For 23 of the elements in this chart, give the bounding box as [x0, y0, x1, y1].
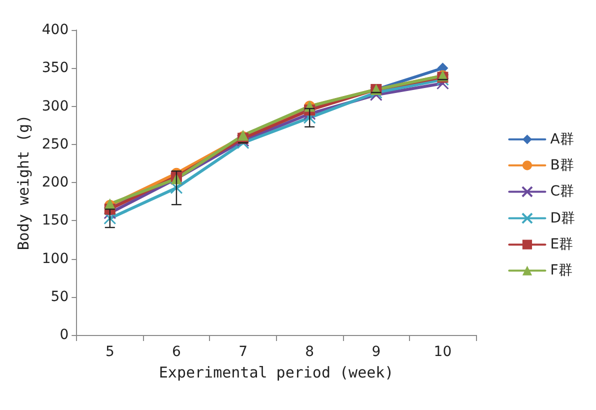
x-tick-label: 9 — [372, 344, 381, 360]
legend-label: B群 — [550, 157, 574, 174]
y-axis-title: Body weight (g) — [14, 114, 32, 250]
legend-label: E群 — [550, 236, 574, 253]
legend-label: F群 — [550, 262, 572, 279]
y-tick-label: 0 — [60, 327, 69, 343]
x-tick-label: 8 — [305, 344, 314, 360]
x-tick-label: 5 — [105, 344, 114, 360]
x-tick-label: 7 — [238, 344, 248, 360]
y-tick-label: 250 — [42, 136, 69, 152]
y-tick-label: 200 — [42, 174, 69, 190]
x-axis-title: Experimental period (week) — [158, 364, 394, 382]
x-tick-label: 6 — [172, 344, 182, 360]
legend-label: D群 — [550, 210, 575, 226]
y-tick-label: 50 — [50, 288, 69, 305]
legend-label: A群 — [550, 131, 574, 148]
y-tick-label: 300 — [42, 98, 69, 114]
y-tick-label: 150 — [42, 212, 69, 229]
y-tick-label: 400 — [42, 22, 69, 38]
y-tick-label: 350 — [42, 60, 69, 76]
legend-label: C群 — [550, 184, 574, 200]
y-tick-label: 100 — [42, 250, 69, 267]
x-tick-label: 10 — [434, 344, 452, 360]
